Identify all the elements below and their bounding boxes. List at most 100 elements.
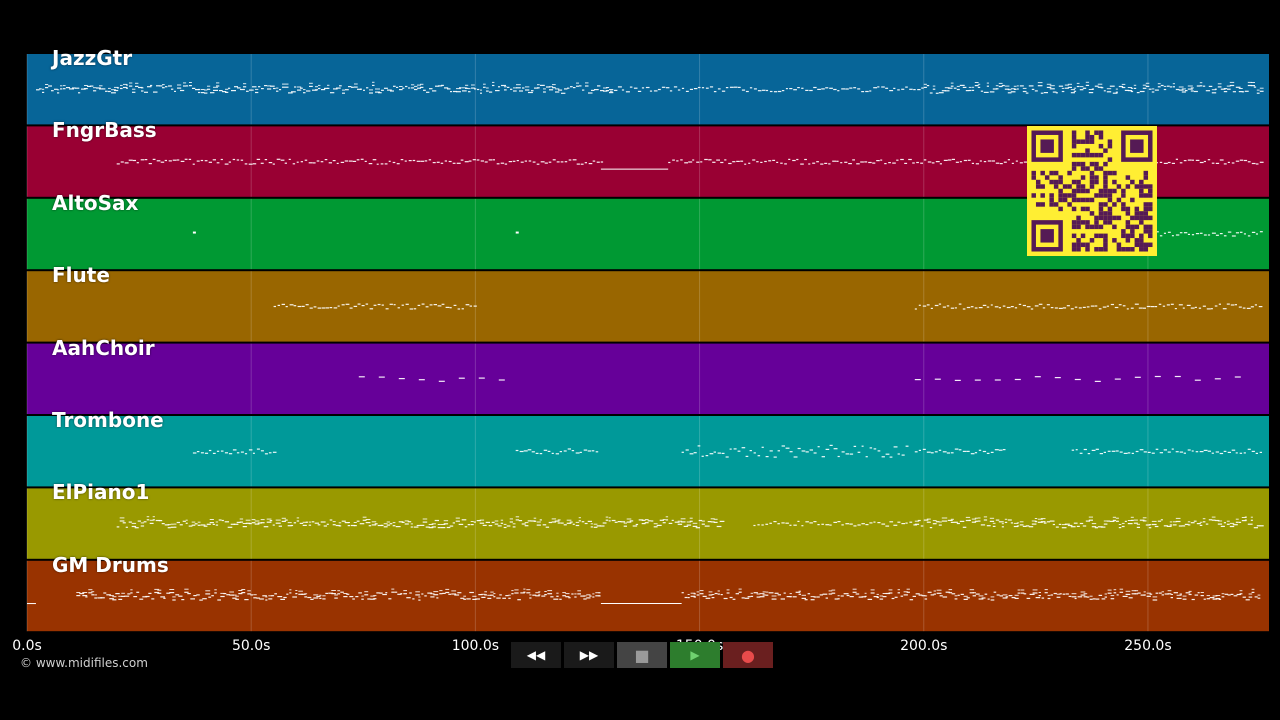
- note: [515, 519, 520, 521]
- note: [329, 519, 333, 521]
- fast-forward-button[interactable]: ▶▶: [564, 642, 614, 668]
- note: [176, 521, 180, 524]
- note: [909, 88, 913, 90]
- note: [994, 306, 999, 308]
- note: [87, 85, 91, 87]
- note: [364, 160, 367, 162]
- note: [764, 160, 767, 163]
- note: [301, 305, 305, 307]
- note: [998, 521, 1004, 523]
- note: [486, 87, 489, 89]
- note: [1034, 518, 1038, 519]
- note: [1089, 598, 1093, 600]
- note: [708, 594, 713, 596]
- note: [923, 159, 927, 161]
- note: [1234, 376, 1241, 378]
- note: [1130, 307, 1134, 309]
- note: [500, 522, 504, 524]
- note: [1178, 86, 1184, 88]
- note: [861, 91, 865, 93]
- note: [1232, 524, 1238, 526]
- note: [394, 591, 398, 593]
- note: [566, 519, 572, 521]
- note: [1079, 452, 1083, 454]
- note: [510, 88, 513, 90]
- note: [385, 592, 388, 594]
- note: [174, 90, 176, 92]
- track-lane: [26, 560, 1269, 632]
- note: [989, 520, 995, 522]
- note: [1239, 159, 1244, 161]
- note: [372, 84, 375, 86]
- note: [114, 86, 119, 88]
- note: [1247, 161, 1251, 163]
- note: [963, 159, 968, 162]
- time-tick-label: 100.0s: [451, 638, 500, 654]
- note: [220, 592, 225, 594]
- note: [929, 527, 933, 529]
- note: [1124, 89, 1129, 91]
- note: [1211, 519, 1216, 521]
- note: [701, 455, 704, 457]
- note: [709, 86, 714, 88]
- note: [833, 521, 838, 523]
- record-button[interactable]: ●: [723, 642, 773, 668]
- note: [500, 162, 505, 164]
- note: [726, 592, 730, 594]
- note: [1162, 305, 1166, 307]
- note: [697, 86, 701, 89]
- note: [91, 591, 95, 593]
- note: [393, 85, 396, 87]
- note: [611, 519, 616, 522]
- note: [701, 520, 705, 522]
- stop-button[interactable]: ■: [617, 642, 667, 668]
- note: [1014, 307, 1018, 309]
- note: [1061, 527, 1067, 529]
- note: [1211, 162, 1215, 164]
- note: [653, 526, 658, 528]
- play-button[interactable]: ▶: [670, 642, 720, 668]
- note: [1049, 88, 1055, 90]
- note: [825, 524, 830, 526]
- note: [372, 159, 377, 161]
- note: [1244, 516, 1247, 518]
- note: [94, 594, 97, 596]
- note: [829, 524, 832, 526]
- note: [255, 88, 259, 90]
- note: [891, 597, 895, 600]
- note: [257, 522, 262, 524]
- note: [1208, 519, 1213, 521]
- note: [1242, 307, 1246, 309]
- note: [922, 448, 926, 450]
- note: [405, 85, 408, 88]
- note: [406, 597, 411, 599]
- note: [224, 521, 229, 523]
- note: [479, 522, 485, 524]
- note: [1231, 235, 1236, 237]
- note: [633, 87, 638, 89]
- note: [204, 89, 208, 91]
- note: [484, 594, 487, 596]
- note: [1256, 89, 1260, 91]
- note: [94, 597, 97, 599]
- note: [1040, 92, 1044, 94]
- note: [828, 593, 833, 595]
- note: [881, 86, 885, 88]
- note: [1181, 88, 1186, 90]
- note: [1142, 517, 1147, 519]
- note: [1235, 518, 1239, 520]
- note: [696, 591, 700, 593]
- note: [681, 592, 684, 594]
- note: [677, 520, 683, 522]
- rewind-button[interactable]: ◀◀: [511, 642, 561, 668]
- note: [749, 450, 752, 452]
- note: [840, 162, 843, 164]
- note: [810, 599, 815, 601]
- note: [42, 91, 45, 93]
- note: [365, 522, 371, 524]
- note: [720, 161, 724, 164]
- note: [1114, 378, 1121, 380]
- note: [424, 160, 428, 162]
- note: [1119, 591, 1124, 593]
- note: [1064, 87, 1069, 89]
